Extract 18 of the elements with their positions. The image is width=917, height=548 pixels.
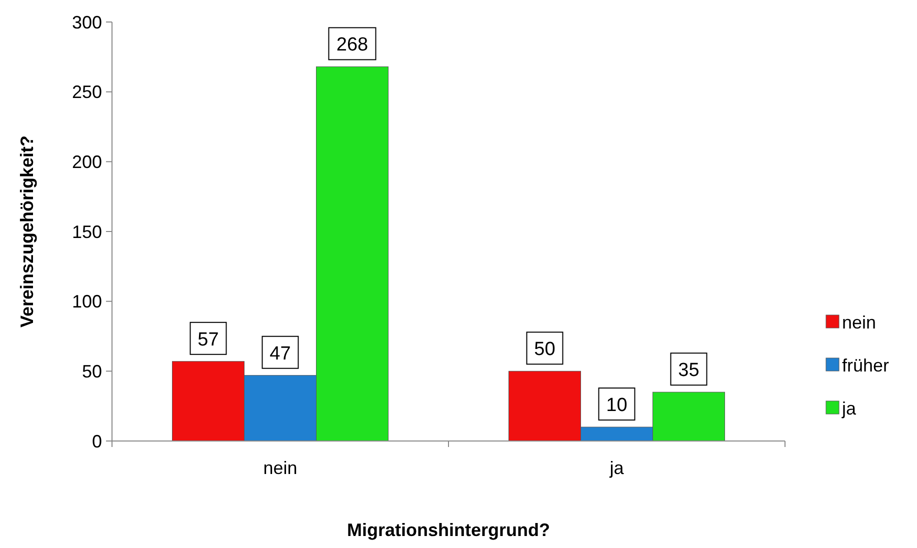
legend-label: nein xyxy=(842,312,876,332)
y-tick-label: 0 xyxy=(92,431,102,452)
y-tick-label: 50 xyxy=(82,361,102,382)
y-tick-label: 250 xyxy=(72,82,102,102)
data-label: 10 xyxy=(606,395,628,416)
y-tick-label: 200 xyxy=(72,152,102,172)
data-label: 35 xyxy=(678,360,700,382)
y-axis-title: Vereinszugehörigkeit? xyxy=(17,135,37,328)
data-label: 47 xyxy=(270,343,291,364)
y-tick-label: 100 xyxy=(72,292,102,312)
y-tick-label: 300 xyxy=(72,12,102,32)
x-axis-title: Migrationshintergrund? xyxy=(347,520,550,540)
legend-label: ja xyxy=(841,398,857,418)
data-label: 57 xyxy=(198,329,219,350)
data-label: 50 xyxy=(534,339,556,360)
legend-label: früher xyxy=(842,355,890,376)
y-tick-label: 150 xyxy=(72,222,102,242)
data-label: 268 xyxy=(336,34,368,56)
